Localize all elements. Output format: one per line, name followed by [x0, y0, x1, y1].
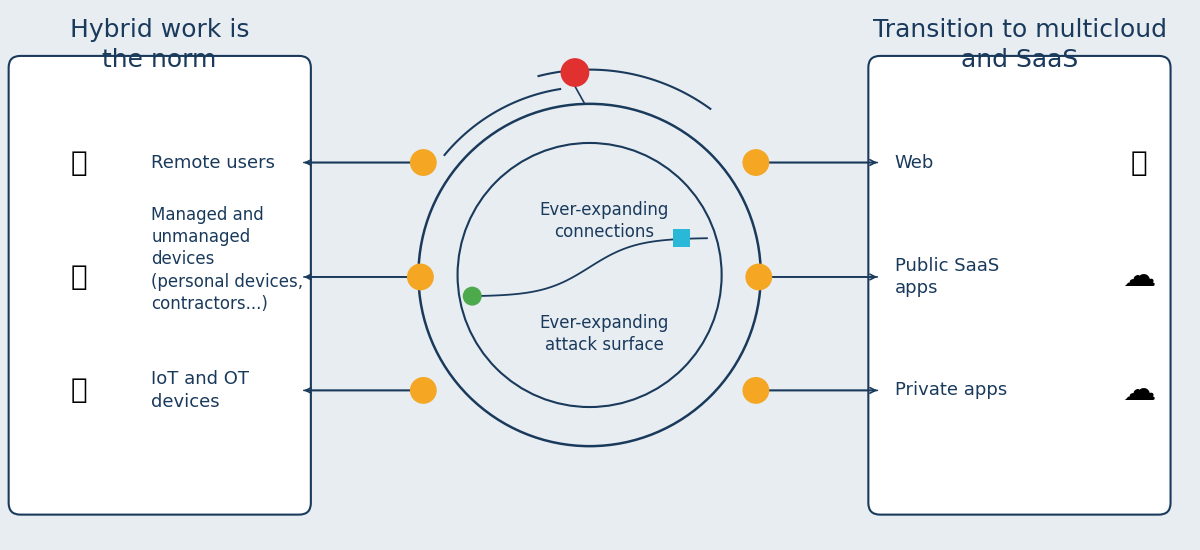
Circle shape [562, 59, 589, 86]
Circle shape [743, 150, 768, 175]
Text: Ever-expanding
connections: Ever-expanding connections [540, 201, 668, 241]
Text: 🏠: 🏠 [71, 148, 88, 177]
Text: Public SaaS
apps: Public SaaS apps [895, 257, 998, 297]
Text: Ever-expanding
attack surface: Ever-expanding attack surface [540, 314, 668, 354]
Text: Private apps: Private apps [895, 381, 1007, 399]
Circle shape [746, 264, 772, 290]
Text: IoT and OT
devices: IoT and OT devices [151, 370, 250, 410]
Text: 🌐: 🌐 [1130, 148, 1147, 177]
Circle shape [410, 150, 436, 175]
Circle shape [743, 378, 768, 403]
Text: 🖥: 🖥 [71, 263, 88, 291]
Text: ☁: ☁ [1122, 261, 1156, 294]
Text: Transition to multicloud
and SaaS: Transition to multicloud and SaaS [872, 18, 1166, 72]
Text: Hybrid work is
the norm: Hybrid work is the norm [70, 18, 250, 72]
Text: ⌚: ⌚ [71, 376, 88, 404]
FancyBboxPatch shape [8, 56, 311, 515]
FancyBboxPatch shape [869, 56, 1170, 515]
Text: Remote users: Remote users [151, 153, 276, 172]
Text: Web: Web [895, 153, 934, 172]
Circle shape [410, 378, 436, 403]
Circle shape [408, 264, 433, 290]
Text: Managed and
unmanaged
devices
(personal devices,
contractors...): Managed and unmanaged devices (personal … [151, 206, 304, 313]
Circle shape [463, 287, 481, 305]
Text: ☁: ☁ [1122, 374, 1156, 407]
FancyBboxPatch shape [673, 229, 690, 247]
